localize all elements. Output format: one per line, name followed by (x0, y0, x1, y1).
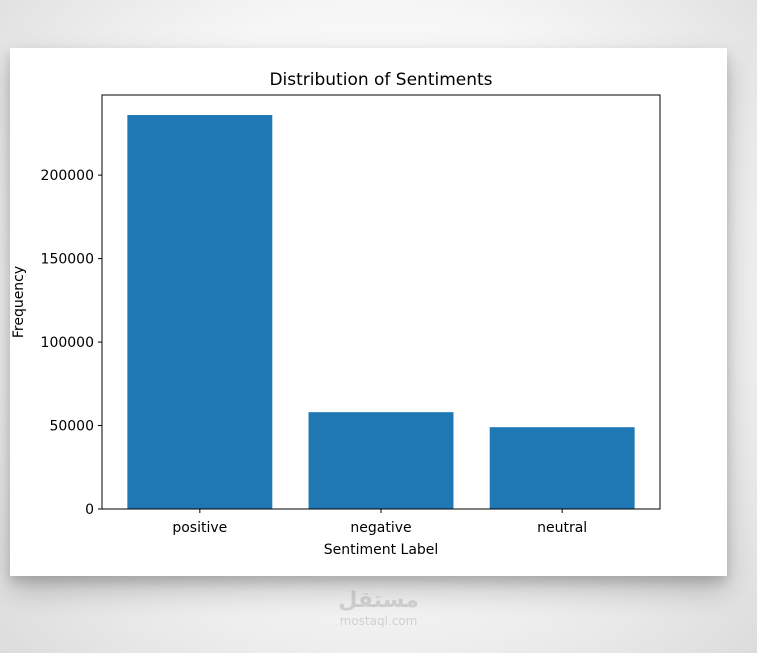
y-axis-label: Frequency (11, 266, 27, 338)
y-tick-label: 200000 (41, 168, 94, 184)
y-tick-label: 50000 (49, 419, 94, 435)
bar-negative (308, 412, 454, 509)
bar-chart: Distribution of Sentiments 0 50000 100000 1… (11, 70, 661, 558)
bar-positive (127, 115, 273, 509)
x-tick-label: positive (172, 520, 227, 536)
x-axis-ticks: positive negative neutral (172, 509, 587, 536)
y-tick-label: 0 (85, 502, 94, 518)
x-axis-label: Sentiment Label (324, 542, 439, 558)
chart-card: Distribution of Sentiments 0 50000 100000 1… (10, 48, 727, 576)
x-tick-label: negative (350, 520, 411, 536)
bars-group (127, 115, 635, 509)
y-axis-ticks: 0 50000 100000 150000 200000 (41, 168, 102, 518)
x-tick-label: neutral (537, 520, 587, 536)
plot-frame (101, 94, 661, 510)
y-tick-label: 100000 (41, 335, 94, 351)
chart-title: Distribution of Sentiments (269, 70, 492, 90)
bar-neutral (489, 427, 635, 509)
y-tick-label: 150000 (41, 252, 94, 268)
